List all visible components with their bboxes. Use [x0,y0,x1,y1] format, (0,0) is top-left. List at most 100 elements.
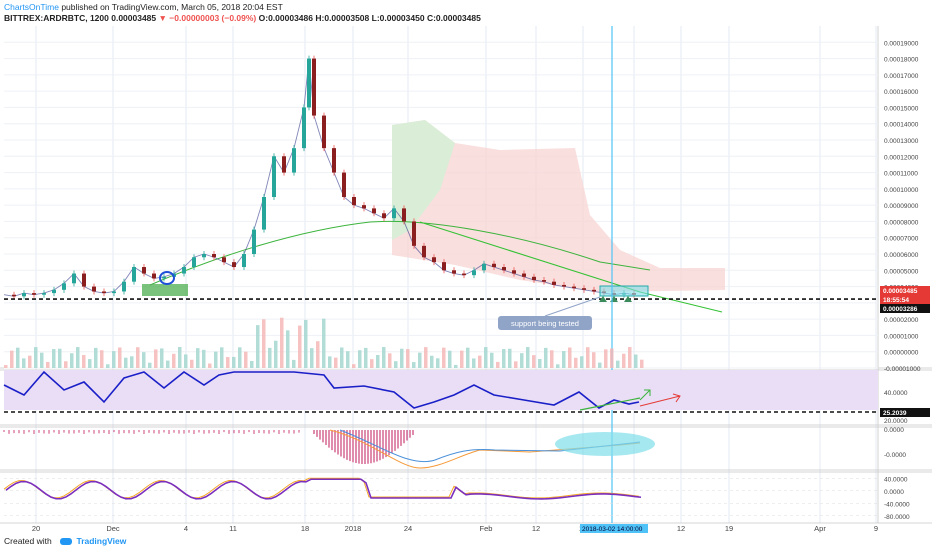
volume-bar [610,348,614,368]
volume-bar [586,347,590,368]
candle-body [502,267,506,271]
rsi-trend-line [579,397,641,411]
support-price-tag-bg [880,304,930,313]
volume-bar [250,360,254,368]
candle-body [432,257,436,263]
volume-bar [418,352,422,368]
candle-body [152,273,156,279]
volume-bar [304,319,308,368]
volume-bar [472,358,476,368]
rsi-value-tag-bg [880,408,930,417]
volume-bar [466,347,470,368]
date-tag: 2018-03-02 14:00:00 [582,526,643,533]
volume-bar [382,347,386,368]
volume-bar [400,348,404,368]
price-axis-label: 0.00010000 [884,187,919,194]
volume-bar [112,351,116,368]
candle-body [307,58,311,108]
x-tick-label: 4 [184,524,188,533]
volume-bar [220,347,224,368]
volume-bar [394,361,398,368]
volume-bar [316,341,320,368]
candle-body [342,172,346,197]
price-axis-label: 0.00014000 [884,122,919,129]
price-axis-label: 0.00009000 [884,203,919,210]
x-tick-label: 11 [229,524,237,533]
volume-bar [328,356,332,368]
candle-body [302,107,306,149]
axes: 20Dec41118201824Feb1219Mar1219Apr90.0001… [32,40,930,533]
candle-body [222,257,226,263]
volume-bar [478,355,482,368]
macd-panel [3,429,655,469]
candle-body [92,286,96,292]
volume-bar [100,350,104,368]
volume-bar [148,362,152,368]
support-annotation-text: support being tested [511,319,579,328]
candle-body [542,280,546,282]
volume-bar [496,361,500,368]
candle-body [282,156,286,173]
price-axis-label: 0.00006000 [884,252,919,259]
stoch-axis-label: 0.0000 [884,489,904,496]
volume-bar [202,349,206,368]
macd-signal-line [329,429,641,469]
volume-bar [568,347,572,368]
candle-body [162,276,166,279]
candle-body [402,208,406,222]
volume-bar [172,353,176,368]
candle-body [462,273,466,276]
annotation-pointer [544,296,601,317]
candle-body [452,270,456,274]
price-axis-label: -0.00001000 [884,366,921,373]
candle-body [552,281,556,285]
timer-tag-bg [880,295,930,304]
candle-body [262,197,266,230]
volume-bar [268,347,272,368]
candle-body [362,205,366,209]
candle-body [32,293,36,295]
candle-body [512,270,516,274]
volume-bar [160,348,164,368]
candle-body [392,208,396,219]
volume-bar [130,356,134,368]
volume-bar [52,349,56,368]
volume-bar [358,350,362,368]
volume-bar [520,353,524,368]
volume-bar [370,359,374,368]
macd-axis-label: -0.0000 [884,452,906,459]
publisher-link[interactable]: ChartsOnTime [4,2,59,12]
x-tick-label: Apr [814,524,826,533]
volume-bar [490,352,494,368]
tradingview-brand[interactable]: TradingView [76,536,127,546]
stoch-axis-label: 40.0000 [884,476,908,483]
x-tick-label: 18 [301,524,309,533]
candle-body [122,281,126,292]
candle-body [492,263,496,268]
volume-bar [622,353,626,368]
candle-body [72,273,76,284]
volume-bar [412,362,416,368]
symbol-line: BITTREX:ARDRBTC, 1200 0.00003485 ▼ −0.00… [4,13,481,23]
volume-bar [142,352,146,368]
candle-body [382,213,386,219]
volume-bar [118,347,122,368]
volume-bar [280,317,284,368]
highlight-circle [159,271,175,285]
volume-bar [178,347,182,368]
x-tick-label: 12 [677,524,685,533]
rsi-panel [3,370,878,413]
volume-panel [4,317,644,368]
volume-bar [58,348,62,368]
volume-bar [598,362,602,368]
price-axis-label: 0.00011000 [884,171,918,178]
candle-body [422,245,426,258]
current-price-tag: 0.00003485 [883,288,918,295]
volume-bar [502,349,506,368]
volume-bar [376,354,380,368]
volume-bar [388,353,392,368]
volume-bar [190,359,194,368]
x-tick-label: 2018 [345,524,362,533]
